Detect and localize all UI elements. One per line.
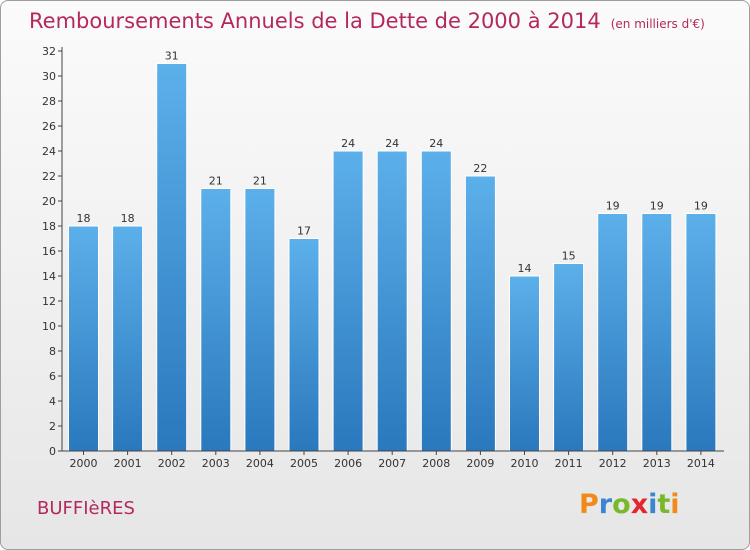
data-label: 19 <box>694 200 708 213</box>
bar <box>420 150 452 452</box>
logo-letter: r <box>598 489 613 520</box>
data-label: 19 <box>606 200 620 213</box>
commune-name: BUFFIèRES <box>37 498 135 519</box>
data-label: 24 <box>341 137 355 150</box>
bar <box>332 150 364 452</box>
data-label: 24 <box>385 137 399 150</box>
y-tick-label: 10 <box>42 320 56 333</box>
x-tick-label: 2000 <box>70 457 98 470</box>
chart-title-unit: (en milliers d'€) <box>610 17 705 31</box>
data-label: 21 <box>209 175 223 188</box>
bar <box>464 175 496 452</box>
data-label: 17 <box>297 225 311 238</box>
data-label: 15 <box>562 250 576 263</box>
chart-title: Remboursements Annuels de la Dette de 20… <box>29 9 705 33</box>
y-tick-label: 22 <box>42 170 56 183</box>
bar <box>597 213 629 452</box>
x-tick-label: 2013 <box>643 457 671 470</box>
y-tick-label: 28 <box>42 95 56 108</box>
bar <box>641 213 673 452</box>
chart-title-main: Remboursements Annuels de la Dette de 20… <box>29 9 601 33</box>
y-tick-label: 32 <box>42 45 56 58</box>
x-tick-label: 2002 <box>158 457 186 470</box>
data-label: 14 <box>518 262 532 275</box>
x-tick-label: 2001 <box>114 457 142 470</box>
x-tick-label: 2008 <box>422 457 450 470</box>
bar <box>200 188 232 452</box>
x-tick-label: 2014 <box>687 457 715 470</box>
y-tick-label: 18 <box>42 220 56 233</box>
y-tick-label: 4 <box>49 395 56 408</box>
x-tick-label: 2010 <box>511 457 539 470</box>
x-tick-label: 2003 <box>202 457 230 470</box>
data-label: 24 <box>429 137 443 150</box>
x-tick-label: 2009 <box>466 457 494 470</box>
bar <box>288 238 320 452</box>
data-label: 31 <box>165 50 179 63</box>
bar <box>685 213 717 452</box>
y-tick-label: 2 <box>49 420 56 433</box>
bar <box>68 225 99 452</box>
x-axis: 2000 2001 2002 2003 2004 2005 2006 2007 2008 2009… <box>62 450 724 470</box>
y-tick-label: 12 <box>42 295 56 308</box>
logo-letter: x <box>630 489 649 520</box>
x-tick-label: 2004 <box>246 457 274 470</box>
x-tick-label: 2011 <box>555 457 583 470</box>
data-label: 21 <box>253 175 267 188</box>
bar <box>156 63 188 452</box>
y-tick-label: 6 <box>49 370 56 383</box>
y-tick-label: 16 <box>42 245 56 258</box>
x-tick-label: 2007 <box>378 457 406 470</box>
y-tick-label: 0 <box>49 445 56 458</box>
bar <box>553 263 585 452</box>
logo-letter: P <box>579 489 599 520</box>
logo-letter: o <box>612 489 631 520</box>
bar <box>509 275 540 452</box>
bar <box>112 225 144 452</box>
logo-letter: i <box>670 489 680 520</box>
bar <box>376 150 408 452</box>
y-tick-label: 30 <box>42 70 56 83</box>
y-tick-label: 14 <box>42 270 56 283</box>
y-tick-label: 8 <box>49 345 56 358</box>
x-tick-label: 2006 <box>334 457 362 470</box>
y-tick-label: 20 <box>42 195 56 208</box>
logo-letter: t <box>657 489 671 520</box>
data-label: 19 <box>650 200 664 213</box>
x-tick-label: 2012 <box>599 457 627 470</box>
y-tick-label: 26 <box>42 120 56 133</box>
data-label: 22 <box>473 162 487 175</box>
y-tick-label: 24 <box>42 145 56 158</box>
x-tick-label: 2005 <box>290 457 318 470</box>
proxiti-logo: Proxiti <box>579 489 680 520</box>
logo-letter: i <box>648 489 658 520</box>
bars: 18 18 31 21 21 17 24 24 24 22 14 15 19 19 19 <box>68 50 717 452</box>
data-label: 18 <box>121 212 135 225</box>
bar <box>244 188 276 452</box>
data-label: 18 <box>77 212 91 225</box>
